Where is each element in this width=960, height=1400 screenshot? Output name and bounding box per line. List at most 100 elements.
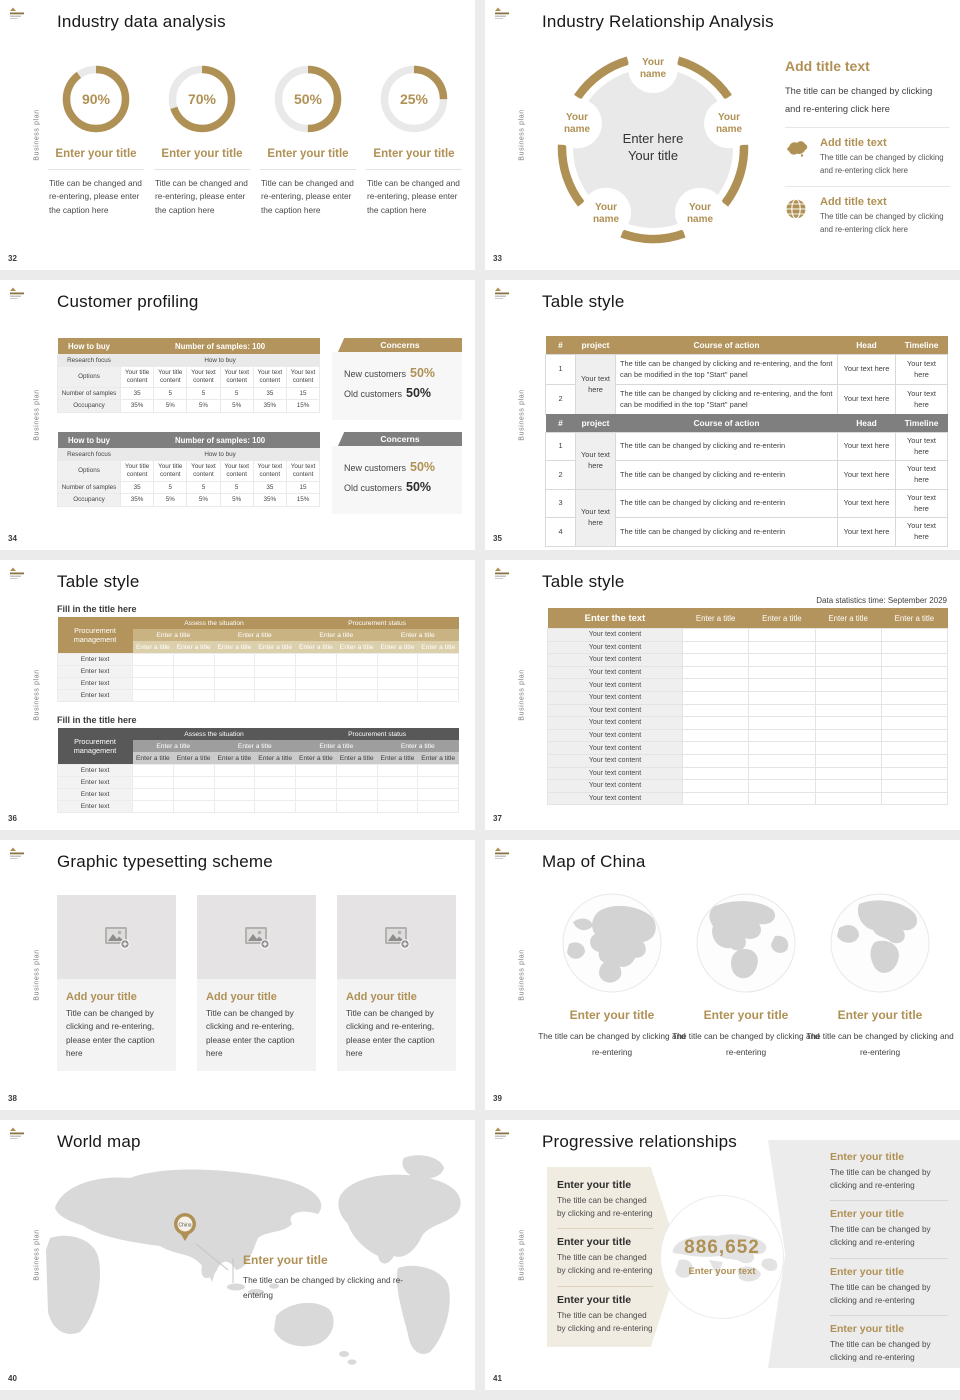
page-number: 33 — [493, 254, 502, 263]
table-row: Enter text — [57, 764, 460, 777]
page-title: Map of China — [542, 852, 646, 871]
progress-item: Enter your title The title can be change… — [557, 1172, 653, 1230]
slide-33[interactable]: Business plan Industry Relationship Anal… — [485, 0, 960, 270]
slide-40[interactable]: Business plan World map — [0, 1120, 475, 1390]
page-title: World map — [57, 1132, 141, 1151]
table-row: Your text content — [547, 653, 949, 667]
section-label: Fill in the title here — [57, 715, 137, 725]
page-number: 40 — [8, 1374, 17, 1383]
table-row: Your text content — [547, 779, 949, 793]
mini-world-map — [672, 1234, 778, 1282]
old-customers-line: Old customers 50% — [344, 480, 432, 494]
slide-34[interactable]: Business plan Customer profiling How to … — [0, 280, 475, 550]
donut-value: 70% — [187, 91, 217, 107]
page-number: 32 — [8, 254, 17, 263]
globe-caption: The title can be changed by clicking and… — [672, 1031, 820, 1057]
table-row: Enter text — [57, 677, 460, 690]
page-title: Graphic typesetting scheme — [57, 852, 273, 871]
donut-chart: 50% — [271, 62, 345, 136]
card-caption: Title can be changed by clicking and re-… — [66, 1008, 155, 1059]
slide-41[interactable]: Business plan Progressive relationships … — [485, 1120, 960, 1390]
new-customers-line: New customers 50% — [344, 460, 436, 474]
donut-item: 70% Enter your title Title can be change… — [151, 62, 253, 217]
card-heading: Add your title — [346, 991, 417, 1003]
brand-logo-icon — [495, 7, 509, 19]
donut-title: Enter your title — [154, 148, 250, 170]
progress-item: Enter your title The title can be change… — [830, 1144, 948, 1202]
sub-paragraph: The title can be changed by clicking and… — [820, 212, 944, 234]
page-number: 37 — [493, 814, 502, 823]
page-title: Industry Relationship Analysis — [542, 12, 774, 31]
page-title: Table style — [542, 292, 625, 311]
project-table-gray: # project Course of action Head Timeline 1 Yo… — [545, 414, 948, 547]
slide-32[interactable]: Business plan Industry data analysis 90%… — [0, 0, 475, 270]
slide-39[interactable]: Business plan Map of China Enter your ti… — [485, 840, 960, 1110]
old-customers-line: Old customers 50% — [344, 386, 432, 400]
table-row: 1 Your text here The title can be changed … — [545, 354, 948, 415]
concerns-header: Concerns — [338, 432, 462, 446]
globe-title: Enter your title — [569, 1008, 655, 1022]
brand-logo-icon — [10, 1127, 24, 1139]
table-row: Your text content — [547, 665, 949, 680]
diagram-center-label: Enter here Your title — [622, 131, 684, 163]
progress-item: Enter your title The title can be change… — [557, 1229, 653, 1287]
table-row: Enter text — [57, 665, 460, 678]
donut-value: 25% — [399, 91, 429, 107]
table-row: Enter text — [57, 800, 460, 813]
statistic-label: Enter your text — [688, 1266, 756, 1277]
donut-value: 50% — [293, 91, 323, 107]
page-title: Table style — [57, 572, 140, 591]
page-title: Progressive relationships — [542, 1132, 737, 1151]
diagram-node-label: Your name — [715, 112, 743, 135]
globe-item: Enter your title The title can be change… — [538, 892, 686, 1061]
sub-paragraph: The title can be changed by clicking and… — [820, 153, 944, 175]
brand-logo-icon — [495, 847, 509, 859]
right-arrow-panel: Enter your title The title can be change… — [768, 1140, 960, 1368]
section-label: Fill in the title here — [57, 604, 137, 614]
image-card: Add your title Title can be changed by c… — [337, 895, 456, 1071]
progress-item: Enter your title The title can be change… — [830, 1322, 931, 1362]
add-image-icon — [244, 927, 270, 949]
globe-title: Enter your title — [837, 1008, 923, 1022]
card-heading: Add your title — [206, 991, 277, 1003]
brand-logo-icon — [10, 847, 24, 859]
add-image-icon — [104, 927, 130, 949]
concerns-header: Concerns — [338, 338, 462, 352]
add-image-icon — [384, 927, 410, 949]
slide-37[interactable]: Business plan Table style Data statistic… — [485, 560, 960, 830]
diagram-node-label: Your name — [639, 57, 667, 80]
map-callout: Enter your title The title can be change… — [243, 1253, 413, 1303]
slide-35[interactable]: Business plan Table style # project Course… — [485, 280, 960, 550]
globe-caption: The title can be changed by clicking and… — [806, 1031, 954, 1057]
table-row: Enter text — [57, 788, 460, 801]
brand-logo-icon — [10, 287, 24, 299]
sidebar-label: Business plan — [518, 1229, 526, 1281]
statistic-number: 886,652 — [684, 1237, 760, 1258]
globe-title: Enter your title — [703, 1008, 789, 1022]
progress-item: Enter your title The title can be change… — [830, 1201, 948, 1259]
globe-icon — [562, 893, 662, 993]
slide-38[interactable]: Business plan Graphic typesetting scheme… — [0, 840, 475, 1110]
progress-item: Enter your title The title can be change… — [830, 1259, 948, 1316]
relationship-diagram: Your name Your name Your name Your name … — [523, 28, 783, 268]
right-panel: Add title text The title can be changed … — [785, 58, 950, 236]
donut-title: Enter your title — [260, 148, 356, 170]
page-title: Table style — [542, 572, 625, 591]
table-header: How to buy — [57, 338, 121, 355]
card-heading: Add your title — [66, 991, 137, 1003]
brand-logo-icon — [495, 567, 509, 579]
donut-chart: 25% — [377, 62, 451, 136]
donut-item: 50% Enter your title Title can be change… — [257, 62, 359, 217]
table-row: Your text content — [547, 791, 949, 806]
table-row: 3 Your text here The title can be changed … — [545, 488, 948, 547]
image-placeholder — [337, 895, 456, 979]
sidebar-label: Business plan — [33, 949, 41, 1001]
page-number: 38 — [8, 1094, 17, 1103]
globe-item: Enter your title The title can be change… — [806, 892, 954, 1061]
callout-heading: Enter your title — [243, 1253, 328, 1267]
brand-logo-icon — [10, 567, 24, 579]
table-row: 4 The title can be changed by clicking an… — [545, 517, 948, 547]
page-number: 41 — [493, 1374, 502, 1383]
slide-36[interactable]: Business plan Table style Fill in the ti… — [0, 560, 475, 830]
